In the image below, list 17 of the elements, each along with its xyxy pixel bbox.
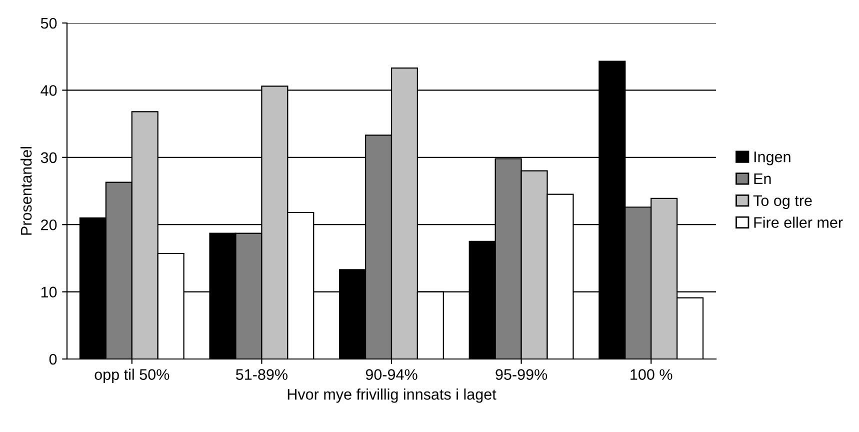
y-axis-title: Prosentandel bbox=[20, 147, 32, 235]
y-tick-label: 40 bbox=[40, 85, 57, 96]
x-tick-label: 90-94% bbox=[366, 369, 418, 380]
x-axis-title: Hvor mye frivillig innsats i laget bbox=[288, 388, 496, 403]
y-tick-label: 30 bbox=[40, 152, 57, 164]
x-tick-label: 95-99% bbox=[496, 369, 548, 380]
x-tick-label: 51-89% bbox=[236, 369, 288, 380]
y-tick-label: 20 bbox=[41, 219, 57, 230]
legend-label: Fire eller mer bbox=[754, 216, 843, 228]
legend-label: Ingen bbox=[754, 152, 790, 166]
y-tick-label: 50 bbox=[40, 18, 57, 29]
y-tick-label: 0 bbox=[49, 354, 57, 365]
x-tick-label: 100 % bbox=[630, 369, 672, 380]
x-tick-label: opp til 50% bbox=[94, 368, 170, 383]
legend-label: En bbox=[754, 174, 771, 184]
legend-label: To og tre bbox=[753, 195, 812, 210]
y-tick-label: 10 bbox=[41, 286, 57, 298]
